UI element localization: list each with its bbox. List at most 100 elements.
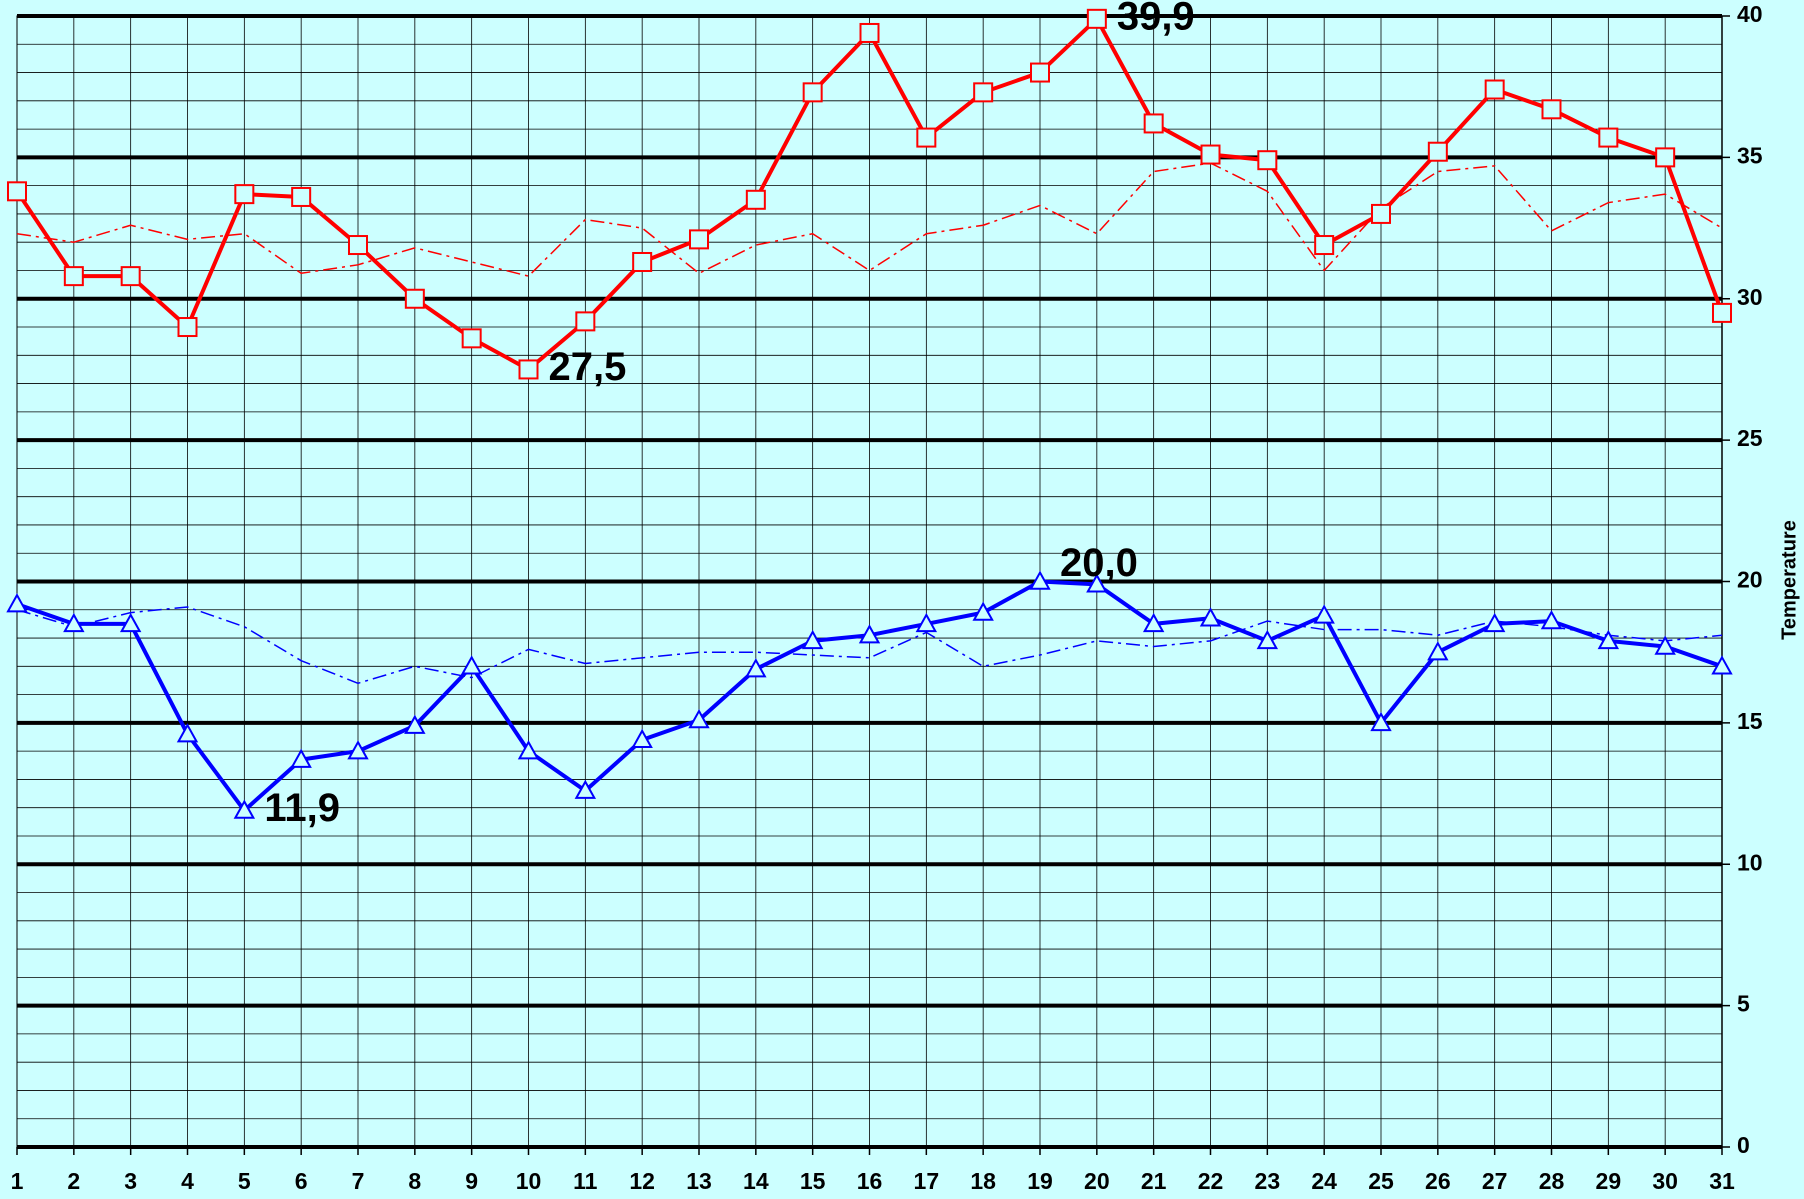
x-tick-label: 25 — [1368, 1168, 1394, 1194]
triangle-marker — [1711, 655, 1733, 675]
x-tick-label: 16 — [857, 1168, 883, 1194]
data-label: 27,5 — [549, 345, 627, 389]
x-tick-label: 14 — [743, 1168, 769, 1194]
x-tick-label: 19 — [1027, 1168, 1053, 1194]
square-marker — [973, 82, 994, 103]
x-tick-label: 21 — [1141, 1168, 1167, 1194]
y-tick-label: 5 — [1737, 991, 1750, 1017]
square-marker — [291, 186, 312, 207]
square-marker — [7, 181, 27, 202]
series-line — [16, 162, 1723, 277]
square-marker — [404, 288, 425, 309]
triangle-marker — [404, 714, 426, 734]
x-tick-label: 5 — [238, 1168, 251, 1194]
square-marker — [1257, 150, 1278, 171]
triangle-marker — [1427, 641, 1449, 661]
y-tick-label: 10 — [1737, 849, 1763, 875]
x-tick-label: 10 — [516, 1168, 542, 1194]
triangle-marker — [1597, 629, 1620, 650]
square-marker — [1598, 127, 1619, 148]
y-tick-label: 40 — [1737, 1, 1763, 27]
data-label: 11,9 — [264, 786, 340, 830]
triangle-marker — [1483, 612, 1506, 633]
data-label: 39,9 — [1117, 0, 1195, 38]
square-marker — [1427, 141, 1448, 162]
x-tick-label: 7 — [352, 1168, 365, 1194]
x-tick-label: 6 — [295, 1168, 308, 1194]
x-tick-label: 22 — [1198, 1168, 1224, 1194]
x-tick-label: 15 — [800, 1168, 826, 1194]
x-tick-label: 2 — [67, 1168, 80, 1194]
x-tick-label: 27 — [1482, 1168, 1508, 1194]
x-tick-label: 23 — [1255, 1168, 1281, 1194]
square-marker — [1541, 99, 1562, 120]
y-tick-label: 25 — [1737, 425, 1763, 451]
triangle-marker — [631, 728, 653, 749]
x-tick-label: 9 — [465, 1168, 478, 1194]
square-marker — [1143, 113, 1164, 134]
square-marker — [1655, 147, 1676, 168]
triangle-marker — [517, 740, 540, 760]
square-marker — [689, 229, 709, 250]
square-marker — [1484, 79, 1505, 100]
square-marker — [1086, 8, 1107, 29]
square-marker — [177, 317, 198, 338]
x-tick-label: 13 — [686, 1168, 712, 1194]
triangle-marker — [460, 655, 483, 675]
triangle-marker — [1086, 573, 1108, 593]
square-marker — [348, 235, 368, 256]
square-marker — [63, 266, 84, 287]
x-tick-label: 4 — [181, 1168, 194, 1194]
triangle-marker — [6, 593, 28, 613]
triangle-marker — [1654, 635, 1676, 655]
triangle-marker — [574, 779, 597, 799]
triangle-marker — [1256, 629, 1279, 650]
y-tick-label: 35 — [1737, 142, 1763, 168]
triangle-marker — [1313, 604, 1335, 624]
x-tick-label: 20 — [1084, 1168, 1110, 1194]
triangle-marker — [233, 799, 256, 819]
square-marker — [1371, 203, 1391, 224]
triangle-marker — [1199, 607, 1222, 627]
triangle-marker — [290, 748, 312, 768]
triangle-marker — [1029, 570, 1051, 590]
square-marker — [916, 127, 937, 148]
x-tick-label: 17 — [914, 1168, 940, 1194]
x-tick-label: 12 — [629, 1168, 655, 1194]
x-tick-label: 18 — [970, 1168, 996, 1194]
square-marker — [1712, 302, 1732, 323]
y-tick-label: 30 — [1737, 284, 1763, 310]
square-marker — [632, 251, 653, 272]
series-line — [16, 606, 1723, 685]
triangle-marker — [176, 723, 199, 743]
x-tick-label: 3 — [124, 1168, 137, 1194]
square-marker — [120, 266, 141, 287]
x-tick-label: 11 — [573, 1168, 598, 1194]
square-marker — [1200, 144, 1221, 165]
triangle-marker — [63, 612, 85, 633]
triangle-marker — [858, 624, 881, 644]
triangle-marker — [1540, 610, 1563, 630]
triangle-marker — [347, 740, 369, 760]
square-marker — [802, 82, 823, 103]
y-tick-label: 20 — [1737, 567, 1763, 593]
triangle-marker — [745, 658, 767, 678]
x-tick-label: 26 — [1425, 1168, 1451, 1194]
x-tick-label: 1 — [11, 1168, 24, 1194]
x-tick-label: 8 — [408, 1168, 421, 1194]
data-label: 20,0 — [1060, 541, 1138, 585]
square-marker — [745, 189, 766, 210]
square-marker — [575, 311, 596, 332]
triangle-marker — [915, 612, 938, 633]
square-marker — [518, 359, 539, 380]
x-tick-label: 28 — [1539, 1168, 1565, 1194]
x-tick-label: 30 — [1652, 1168, 1678, 1194]
square-marker — [461, 328, 482, 349]
y-tick-label: 15 — [1737, 708, 1763, 734]
y-axis-label: Temperature — [1778, 520, 1800, 640]
triangle-marker — [1370, 711, 1392, 732]
triangle-marker — [801, 629, 824, 650]
triangle-marker — [1142, 612, 1165, 633]
